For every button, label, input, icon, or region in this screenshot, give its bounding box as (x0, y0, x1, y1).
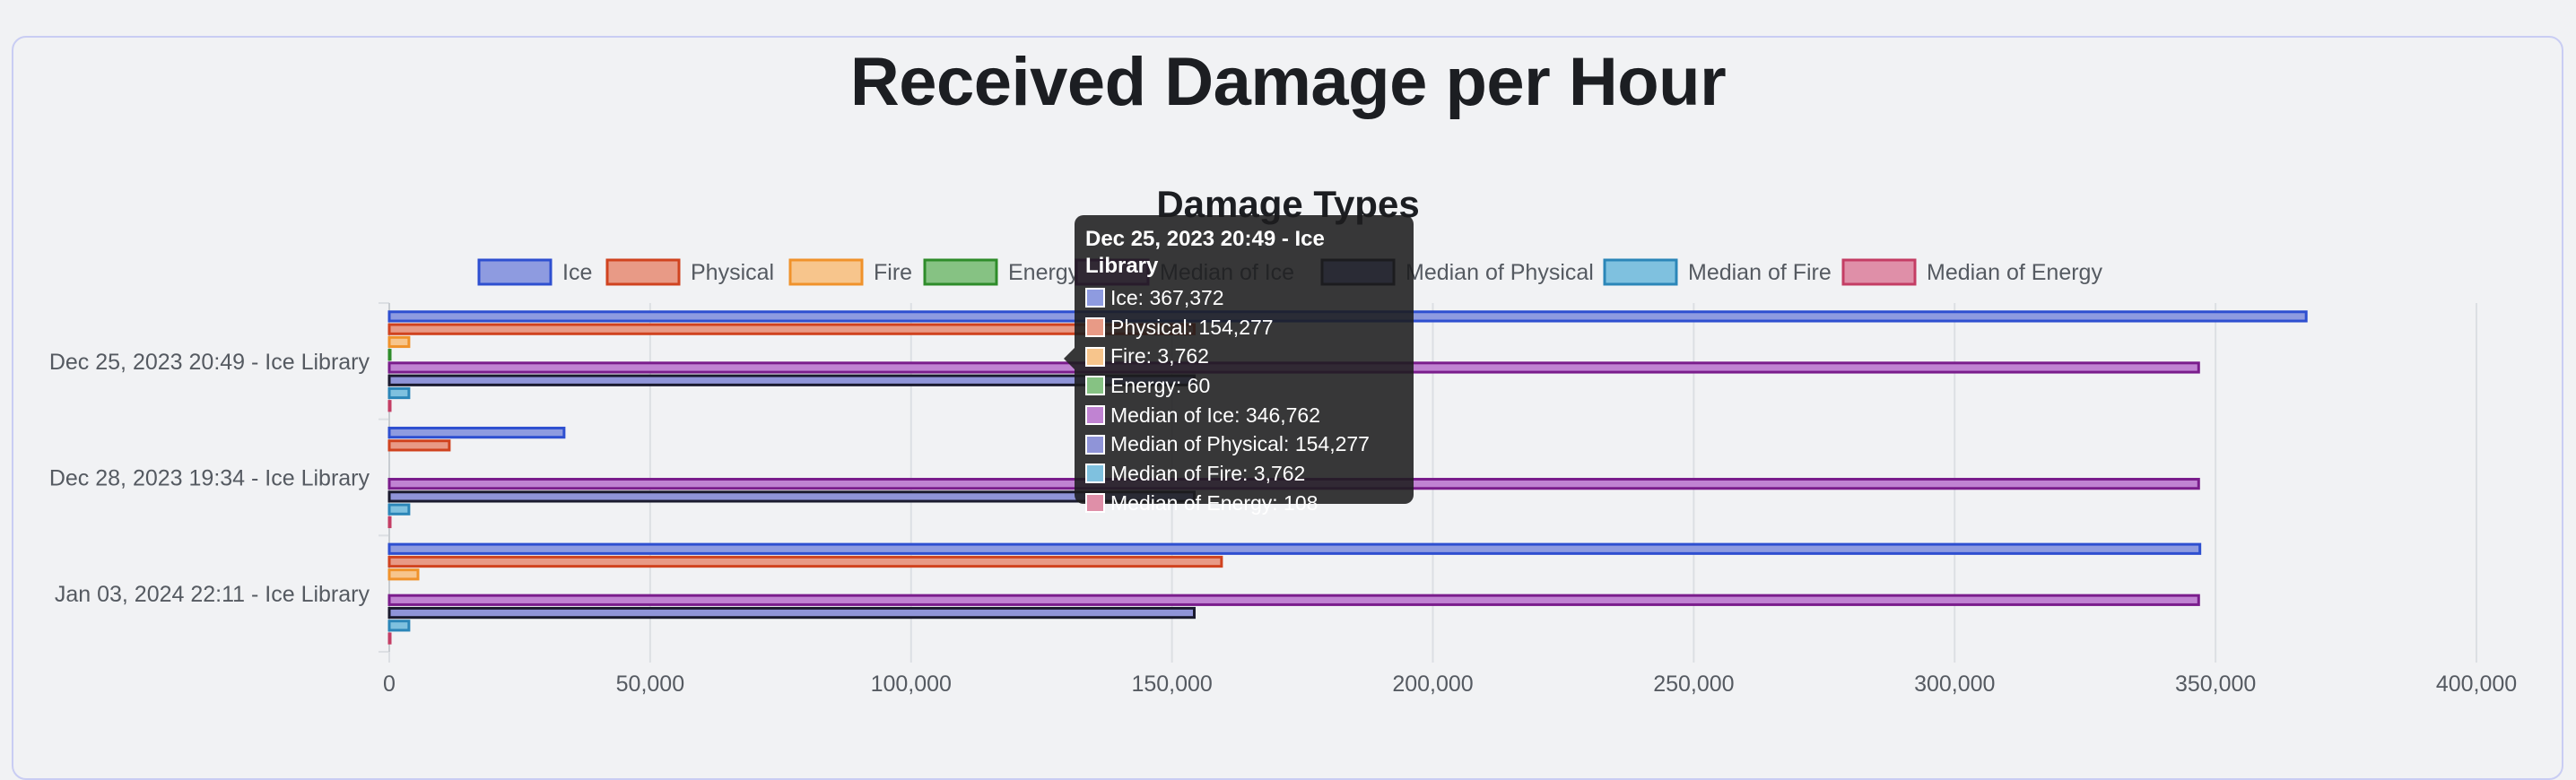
legend-label: Median of Physical (1405, 260, 1594, 285)
y-tick-label: Jan 03, 2024 22:11 - Ice Library (55, 582, 370, 607)
y-tick-label: Dec 28, 2023 19:34 - Ice Library (49, 466, 370, 491)
tooltip-text: Median of Physical: 154,277 (1110, 432, 1370, 456)
legend-swatch (788, 258, 864, 286)
legend-label: Fire (874, 260, 912, 285)
bar[interactable] (387, 335, 411, 349)
tooltip-swatch (1085, 346, 1105, 367)
tooltip-text: Median of Fire: 3,762 (1110, 461, 1306, 485)
x-tick-label: 50,000 (616, 672, 684, 697)
tooltip-row: Ice: 367,372 (1085, 283, 1403, 313)
bar[interactable] (387, 490, 1197, 503)
legend-label: Physical (691, 260, 774, 285)
tooltip-swatch (1085, 405, 1105, 426)
bar[interactable] (387, 516, 392, 529)
tooltip-swatch (1085, 464, 1105, 484)
bar[interactable] (387, 439, 451, 452)
legend-swatch (605, 258, 681, 286)
legend-label: Median of Energy (1927, 260, 2102, 285)
bar[interactable] (387, 349, 392, 361)
tooltip-row: Median of Physical: 154,277 (1085, 429, 1403, 459)
tooltip-text: Energy: 60 (1110, 373, 1211, 397)
tooltip-swatch (1085, 493, 1105, 514)
tooltip-swatch (1085, 288, 1105, 308)
legend-label: Ice (562, 260, 592, 285)
x-tick-label: 100,000 (871, 672, 952, 697)
tooltip-text: Fire: 3,762 (1110, 344, 1209, 368)
x-tick-label: 400,000 (2436, 672, 2517, 697)
legend-item[interactable]: Physical (605, 258, 774, 286)
bar[interactable] (387, 400, 392, 412)
x-tick-label: 200,000 (1392, 672, 1473, 697)
bar[interactable] (387, 606, 1197, 620)
tooltip-text: Ice: 367,372 (1110, 285, 1224, 309)
tooltip-swatch (1085, 434, 1105, 455)
tooltip-text: Median of Energy: 108 (1110, 490, 1318, 515)
x-tick-label: 250,000 (1653, 672, 1734, 697)
tooltip-text: Median of Ice: 346,762 (1110, 403, 1320, 427)
x-tick-label: 0 (383, 672, 396, 697)
x-tick-label: 150,000 (1131, 672, 1212, 697)
legend-item[interactable]: Median of Energy (1841, 258, 2102, 286)
bar[interactable] (387, 386, 411, 400)
bar[interactable] (387, 323, 1197, 335)
bar[interactable] (387, 555, 1223, 568)
tooltip-row: Physical: 154,277 (1085, 313, 1403, 342)
chart-tooltip: Dec 25, 2023 20:49 - Ice Library Ice: 36… (1064, 215, 1414, 515)
legend-label: Energy (1008, 260, 1080, 285)
legend-swatch (477, 258, 553, 286)
legend-swatch (923, 258, 998, 286)
legend-swatch (1841, 258, 1917, 286)
x-tick-label: 350,000 (2175, 672, 2256, 697)
bar[interactable] (387, 568, 420, 581)
tooltip-swatch (1085, 376, 1105, 396)
tooltip-row: Median of Energy: 108 (1085, 489, 1403, 518)
legend-item[interactable]: Median of Fire (1603, 258, 1832, 286)
page-title: Received Damage per Hour (849, 44, 1727, 120)
x-tick-label: 300,000 (1914, 672, 1995, 697)
tooltip-row: Median of Fire: 3,762 (1085, 459, 1403, 489)
tooltip-row: Median of Ice: 346,762 (1085, 401, 1403, 430)
bar[interactable] (387, 632, 392, 645)
tooltip-row: Energy: 60 (1085, 371, 1403, 401)
tooltip-rows: Ice: 367,372 Physical: 154,277 Fire: 3,762… (1085, 283, 1403, 518)
tooltip-caret (1064, 348, 1075, 369)
bar[interactable] (387, 620, 411, 632)
bar[interactable] (387, 503, 411, 516)
legend-item[interactable]: Energy (923, 258, 1080, 286)
tooltip-row: Fire: 3,762 (1085, 342, 1403, 371)
tooltip-swatch (1085, 317, 1105, 338)
legend-item[interactable]: Fire (788, 258, 912, 286)
tooltip-text: Physical: 154,277 (1110, 315, 1274, 339)
legend-swatch (1603, 258, 1678, 286)
tooltip-title: Dec 25, 2023 20:49 - Ice Library (1085, 227, 1325, 278)
bar[interactable] (387, 374, 1197, 386)
y-tick-label: Dec 25, 2023 20:49 - Ice Library (49, 350, 370, 375)
bar[interactable] (387, 426, 566, 439)
legend-item[interactable]: Ice (477, 258, 592, 286)
bar[interactable] (387, 594, 2200, 606)
legend-label: Median of Fire (1688, 260, 1832, 285)
bar[interactable] (387, 542, 2202, 555)
